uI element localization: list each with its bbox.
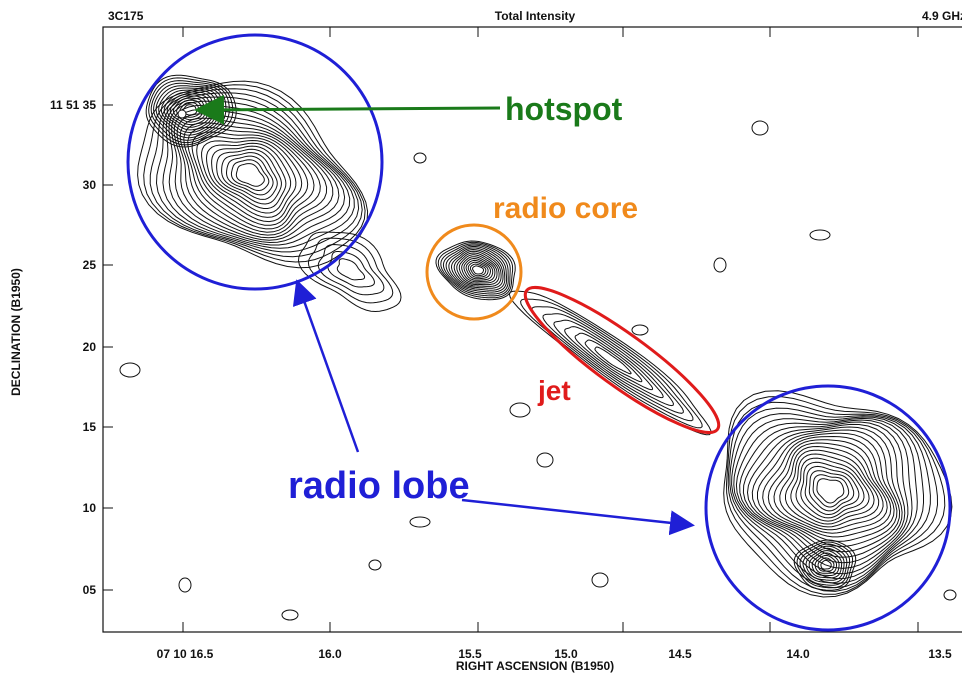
y-tick-label: 20 (83, 340, 97, 354)
contour (554, 320, 674, 406)
y-tick-label: 11 51 35 (50, 98, 96, 112)
contour (714, 258, 726, 272)
contour (510, 403, 530, 417)
contour-map (120, 75, 956, 620)
y-tick-label: 05 (83, 583, 97, 597)
core-label: radio core (493, 192, 638, 225)
x-tick-label: 13.5 (928, 647, 952, 661)
contour (299, 232, 402, 311)
header-center: Total Intensity (495, 9, 576, 23)
contour (414, 153, 426, 163)
contour (120, 363, 140, 377)
y-tick-label: 15 (83, 420, 97, 434)
contour (236, 164, 264, 187)
y-tick-label: 25 (83, 258, 97, 272)
contour (752, 121, 768, 135)
contour (632, 325, 648, 335)
contour (337, 259, 364, 280)
contour (179, 578, 191, 592)
x-tick-label: 16.0 (318, 647, 342, 661)
jet-label: jet (537, 375, 571, 406)
y-axis-label: DECLINATION (B1950) (9, 268, 23, 396)
x-tick-label: 14.0 (786, 647, 810, 661)
y-tick-label: 10 (83, 501, 97, 515)
contour (537, 453, 553, 467)
contour (473, 266, 484, 274)
contour (592, 573, 608, 587)
y-tick-label: 30 (83, 178, 97, 192)
lobe-label: radio lobe (288, 465, 470, 507)
contour (817, 479, 844, 503)
x-tick-label: 15.0 (554, 647, 578, 661)
lobe-arrow (298, 284, 358, 452)
contour (369, 560, 381, 570)
x-tick-label: 15.5 (458, 647, 482, 661)
x-axis-label: RIGHT ASCENSION (B1950) (456, 659, 614, 673)
lobe-arrow (462, 500, 690, 525)
hotspot-core (178, 110, 186, 118)
contour (734, 418, 918, 578)
contour (410, 517, 430, 527)
contour (810, 230, 830, 240)
x-tick-label: 07 10 16.5 (157, 647, 214, 661)
header-left: 3C175 (108, 9, 144, 23)
x-tick-label: 14.5 (668, 647, 692, 661)
figure: 3C175 Total Intensity 4.9 GHz RIGHT ASCE… (0, 0, 962, 675)
hotspot-arrow (200, 108, 500, 110)
header-right: 4.9 GHz (922, 9, 962, 23)
contour (521, 299, 703, 428)
hotspot-label: hotspot (505, 91, 623, 127)
ticks: 07 10 16.5 16.0 15.5 15.0 14.5 14.0 13.5 11 51 … (50, 27, 952, 661)
contour (944, 590, 956, 600)
contour (282, 610, 298, 620)
